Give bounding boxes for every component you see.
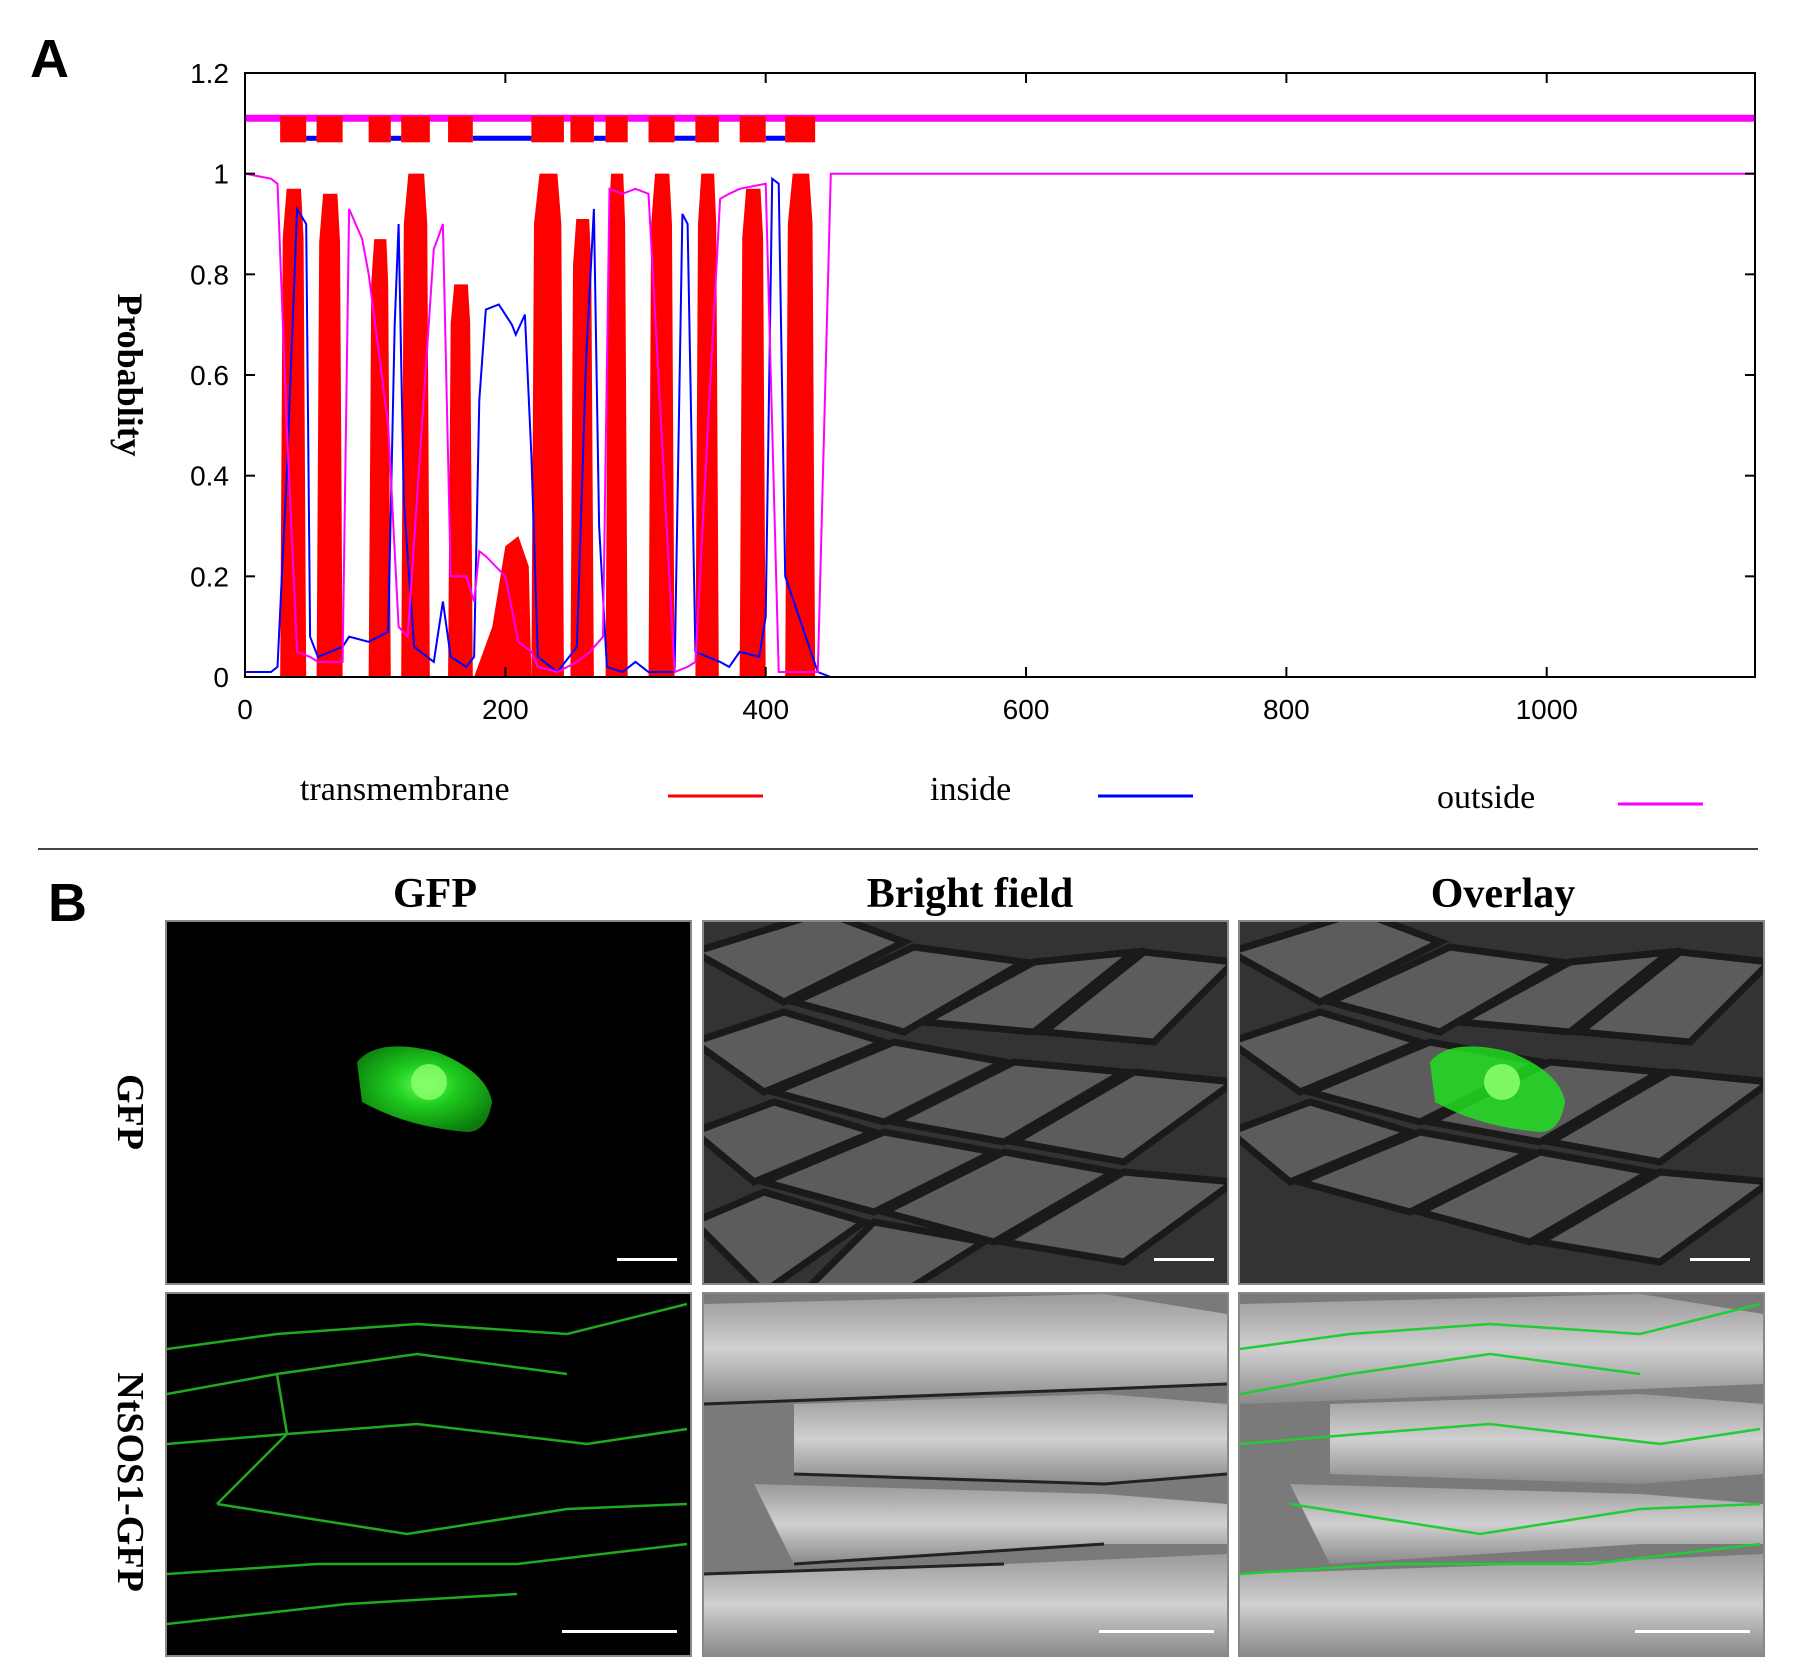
gfp-membrane-signal [167,1302,688,1626]
y-tick-label: 0.2 [190,561,229,592]
y-tick-label: 0.8 [190,259,229,290]
topology-tm-box-12 [785,116,816,143]
overlay-cells [1240,922,1763,1283]
y-tick-label: 1 [213,159,229,190]
legend-label-outside: outside [1437,779,1535,816]
image-bright-field-control [702,920,1229,1285]
y-tick-label: 1.2 [190,58,229,89]
series-line-inside [245,176,1755,678]
overlay-elongated-cells [1240,1294,1763,1655]
topology-tm-box-1 [280,116,307,143]
transmembrane-segment-8 [605,173,628,677]
topology-chart: 0 0.2 0.4 0.6 0.8 1 1.2 0 200 400 600 800 1000 Probab… [110,58,1756,816]
image-bright-field-ntsos1 [702,1292,1229,1657]
transmembrane-segment-4 [401,173,430,677]
topology-tm-box-8 [605,116,628,143]
topology-tm-box-4 [401,116,430,143]
x-tick-label: 0 [237,694,253,725]
image-gfp-control [165,920,692,1285]
bright-field-elongated-cells [704,1294,1227,1655]
topology-tm-box-5 [448,116,473,143]
panel-b-label: B [48,873,87,933]
panel-a-label: A [30,29,69,89]
y-axis-label: Probablity [110,293,150,456]
topology-tm-box-7 [570,116,594,143]
transmembrane-segment-3 [368,239,391,677]
y-tick-label: 0.4 [190,461,229,492]
topology-tm-box-2 [316,116,343,143]
plot-area: 0 0.2 0.4 0.6 0.8 1 1.2 0 200 400 600 800 1000 Probab… [110,58,1756,816]
topology-tm-box-3 [368,116,391,143]
bright-field-cells [704,922,1227,1283]
transmembrane-segment-11 [739,188,766,677]
column-title-bright-field: Bright field [866,871,1074,917]
series-line-outside [244,172,1755,674]
legend-label-transmembrane: transmembrane [300,771,510,808]
scale-bar [617,1258,677,1261]
image-overlay-control [1238,920,1765,1285]
x-tick-label: 200 [482,694,529,725]
x-tick-label: 600 [1003,694,1050,725]
topology-tm-box-6 [531,116,564,143]
column-title-overlay: Overlay [1430,871,1576,917]
transmembrane-low-region [474,536,532,677]
transmembrane-segment-2 [316,193,343,678]
topology-tm-box-9 [648,116,675,143]
gfp-cell-fluorescence [357,1046,492,1132]
scale-bar [1690,1258,1750,1261]
x-tick-label: 1000 [1516,694,1578,725]
topology-tm-box-10 [695,116,719,143]
y-tick-label: 0 [213,662,229,693]
transmembrane-segment-6 [531,173,564,677]
legend-label-inside: inside [930,771,1011,808]
transmembrane-segment-12 [785,173,816,677]
y-tick-label: 0.6 [190,360,229,391]
transmembrane-segment-5 [448,284,473,677]
column-title-gfp: GFP [393,871,477,917]
row-title-ntsos1-gfp: NtSOS1-GFP [109,1372,151,1592]
scale-bar [1635,1630,1750,1633]
row-title-gfp: GFP [109,1074,151,1150]
x-tick-label: 800 [1263,694,1310,725]
scale-bar [1099,1630,1214,1633]
topology-tm-box-11 [739,116,766,143]
x-tick-label: 400 [742,694,789,725]
image-overlay-ntsos1 [1238,1292,1765,1657]
scale-bar [1154,1258,1214,1261]
scale-bar [562,1630,677,1633]
transmembrane-segment-1 [280,188,307,677]
section-divider [38,848,1758,850]
image-gfp-ntsos1 [165,1292,692,1657]
